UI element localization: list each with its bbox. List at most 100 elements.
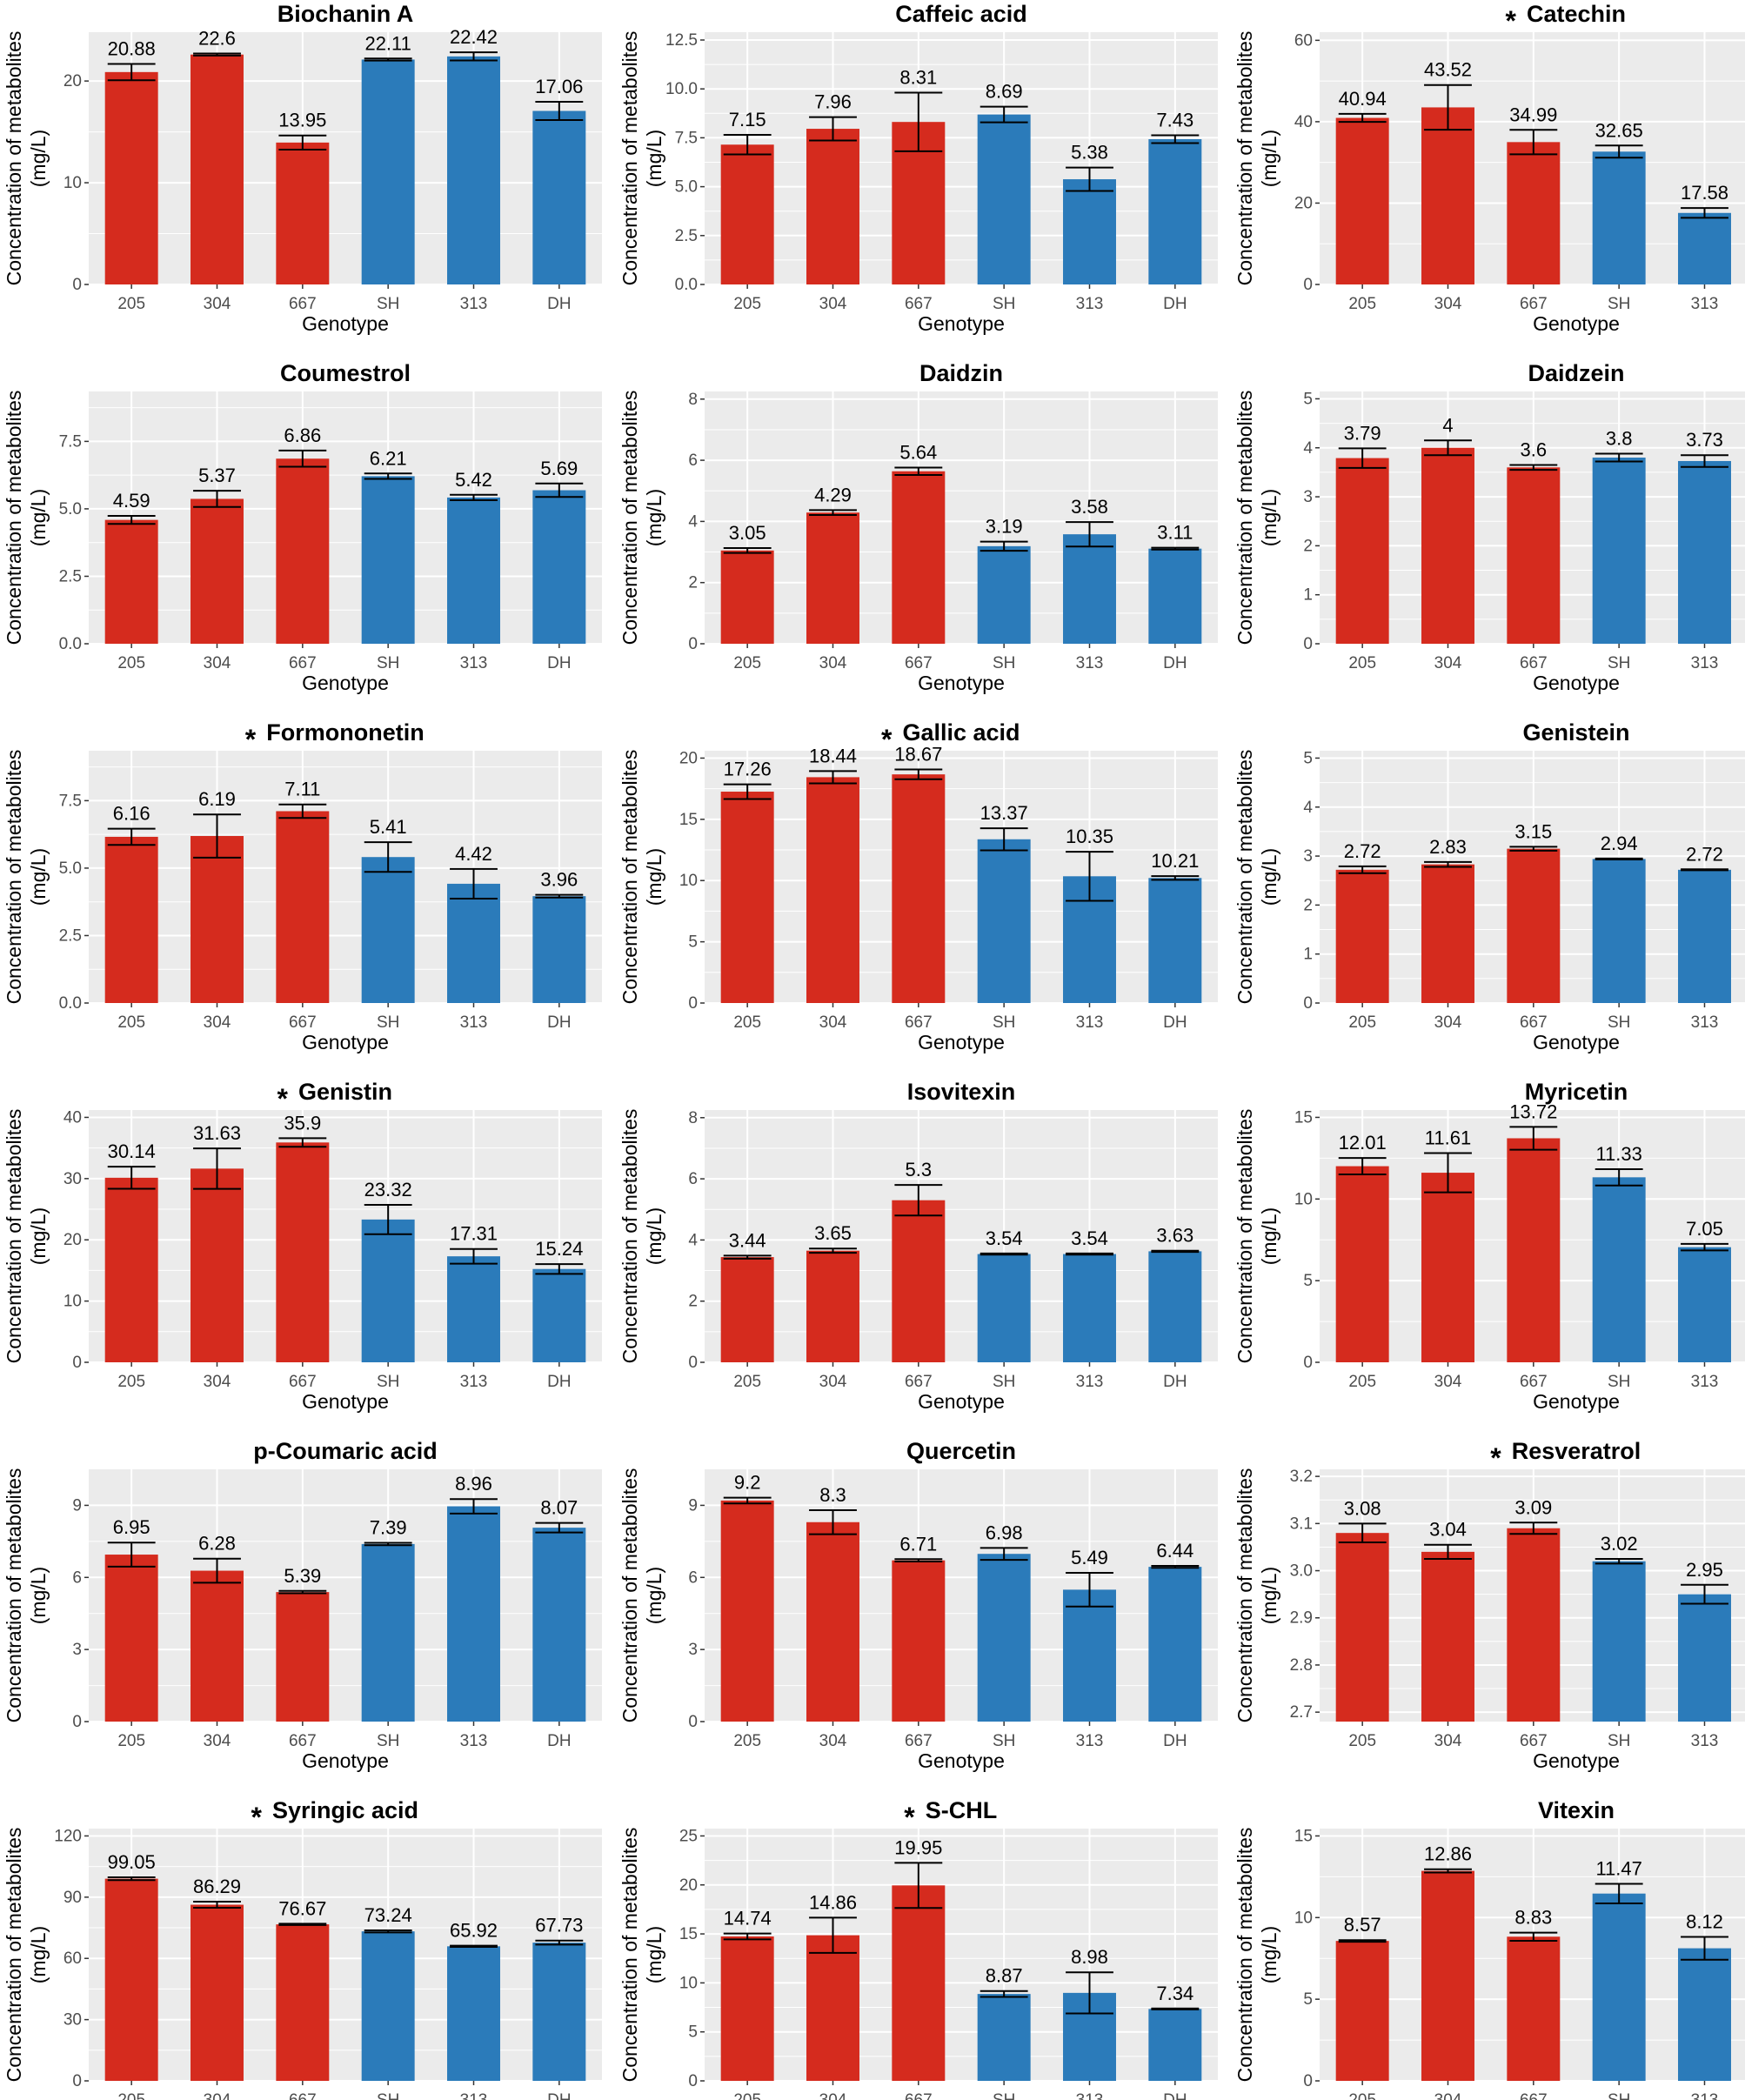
- value-label: 4.29: [814, 484, 852, 505]
- value-label: 67.73: [535, 1915, 583, 1936]
- bar-667: [276, 1142, 330, 1362]
- chart-panel-biochanin-a: 0 10 20 20.88 205 22.6 304 13.95 667 22.11 SH 22.42…: [3, 1, 602, 335]
- x-tick-label: DH: [1163, 1373, 1187, 1391]
- x-axis-title: Genotype: [302, 312, 389, 335]
- value-label: 18.44: [809, 745, 857, 766]
- y-axis-title: Concentration of metabolites: [618, 750, 641, 1005]
- bar-304: [1421, 107, 1474, 284]
- chart-panel-resveratrol: 2.7 2.8 2.9 3.0 3.1 3.2 3.08 205 3.04 304 3.09 667 3…: [1234, 1438, 1745, 1772]
- value-label: 3.73: [1686, 429, 1723, 451]
- bar-SH: [361, 1543, 415, 1722]
- x-tick-label: 313: [1076, 2091, 1104, 2100]
- x-tick-label: DH: [547, 1013, 571, 1032]
- value-label: 7.05: [1686, 1218, 1723, 1240]
- y-tick-label: 1: [1303, 946, 1313, 964]
- x-tick-label: 205: [117, 1013, 145, 1032]
- chart-title: Genistein: [1522, 719, 1629, 746]
- x-tick-label: 304: [204, 1373, 231, 1391]
- y-tick-label: 10: [1294, 1190, 1313, 1208]
- y-tick-label: 20: [679, 1876, 698, 1895]
- y-tick-label: 3.1: [1290, 1515, 1313, 1533]
- value-label: 5.37: [198, 465, 236, 486]
- y-tick-label: 5: [1303, 749, 1313, 767]
- value-label: 2.94: [1601, 833, 1638, 854]
- bar-SH: [1592, 151, 1646, 284]
- y-tick-label: 8: [688, 1109, 698, 1127]
- bar-667: [1507, 142, 1561, 284]
- chart-title: Gallic acid: [902, 719, 1020, 746]
- bar-SH: [1592, 458, 1646, 644]
- value-label: 3.54: [1071, 1227, 1108, 1249]
- bar-DH: [1148, 1251, 1202, 1362]
- bar-205: [720, 1257, 774, 1362]
- plot-background: [705, 32, 1218, 284]
- x-tick-label: 205: [1348, 1732, 1376, 1750]
- value-label: 30.14: [108, 1140, 156, 1162]
- y-tick-label: 4: [688, 512, 698, 531]
- y-tick-label: 9: [688, 1496, 698, 1515]
- x-tick-label: 313: [1076, 1373, 1104, 1391]
- value-label: 2.72: [1686, 843, 1723, 865]
- y-axis-unit: (mg/L): [27, 848, 50, 906]
- bar-304: [191, 498, 244, 644]
- y-tick-label: 5.0: [59, 500, 82, 518]
- x-tick-label: 313: [460, 654, 488, 672]
- value-label: 22.6: [198, 28, 236, 50]
- y-tick-label: 0: [688, 994, 698, 1013]
- y-axis-title: Concentration of metabolites: [3, 1828, 25, 2083]
- x-tick-label: 304: [204, 2091, 231, 2100]
- bar-313: [447, 497, 500, 644]
- value-label: 3.15: [1514, 820, 1552, 842]
- value-label: 14.74: [724, 1908, 772, 1929]
- y-tick-label: 60: [1294, 31, 1313, 50]
- x-tick-label: 313: [1691, 1373, 1719, 1391]
- x-tick-label: SH: [993, 1013, 1015, 1032]
- chart-panel-p-coumaric-acid: 0 3 6 9 6.95 205 6.28 304 5.39 667 7.39 SH 8.96 313 8.…: [3, 1438, 602, 1772]
- x-tick-label: 304: [819, 1373, 847, 1391]
- value-label: 8.12: [1686, 1910, 1723, 1932]
- y-tick-label: 60: [64, 1950, 82, 1968]
- y-tick-label: 4: [1303, 439, 1313, 458]
- value-label: 3.05: [729, 522, 766, 544]
- significance-star-icon: *: [277, 1083, 289, 1114]
- x-tick-label: 667: [289, 1373, 317, 1391]
- bar-304: [806, 1521, 859, 1722]
- bar-205: [104, 71, 158, 284]
- x-axis-title: Genotype: [302, 1031, 389, 1053]
- y-tick-label: 6: [72, 1568, 82, 1587]
- value-label: 14.86: [809, 1891, 857, 1913]
- x-tick-label: 205: [733, 1013, 761, 1032]
- value-label: 9.2: [734, 1472, 761, 1494]
- y-tick-label: 90: [64, 1889, 82, 1907]
- y-tick-label: 0.0: [59, 635, 82, 653]
- value-label: 12.86: [1424, 1843, 1472, 1865]
- bar-DH: [1148, 138, 1202, 284]
- value-label: 19.95: [894, 1836, 942, 1858]
- chart-panel-formononetin: 0.0 2.5 5.0 7.5 6.16 205 6.19 304 7.11 667 5.41 SH 4…: [3, 719, 602, 1053]
- bar-SH: [977, 1554, 1031, 1722]
- x-tick-label: 304: [819, 654, 847, 672]
- chart-panel-caffeic-acid: 0.0 2.5 5.0 7.5 10.0 12.5 7.15 205 7.96 304 8.31 66…: [618, 1, 1218, 335]
- chart-title: S-CHL: [926, 1797, 998, 1823]
- y-axis-unit: (mg/L): [1258, 1207, 1280, 1265]
- y-tick-label: 0: [72, 276, 82, 294]
- x-axis-title: Genotype: [302, 672, 389, 694]
- bar-SH: [361, 1931, 415, 2081]
- y-tick-label: 5: [688, 933, 698, 952]
- x-tick-label: SH: [377, 1732, 399, 1750]
- y-axis-unit: (mg/L): [1258, 130, 1280, 187]
- bar-667: [892, 1200, 946, 1362]
- x-tick-label: DH: [547, 654, 571, 672]
- value-label: 99.05: [108, 1851, 156, 1873]
- chart-title: Resveratrol: [1512, 1438, 1641, 1464]
- value-label: 22.42: [450, 26, 498, 48]
- value-label: 5.69: [540, 458, 578, 479]
- x-tick-label: 667: [905, 2091, 933, 2100]
- y-tick-label: 0: [688, 2072, 698, 2090]
- x-tick-label: SH: [377, 1373, 399, 1391]
- x-tick-label: 313: [460, 1732, 488, 1750]
- y-tick-label: 5: [688, 2023, 698, 2042]
- x-tick-label: SH: [1608, 1373, 1630, 1391]
- chart-panel-daidzin: 0 2 4 6 8 3.05 205 4.29 304 5.64 667 3.19 SH 3.58 313 3…: [618, 360, 1218, 694]
- y-tick-label: 20: [64, 72, 82, 90]
